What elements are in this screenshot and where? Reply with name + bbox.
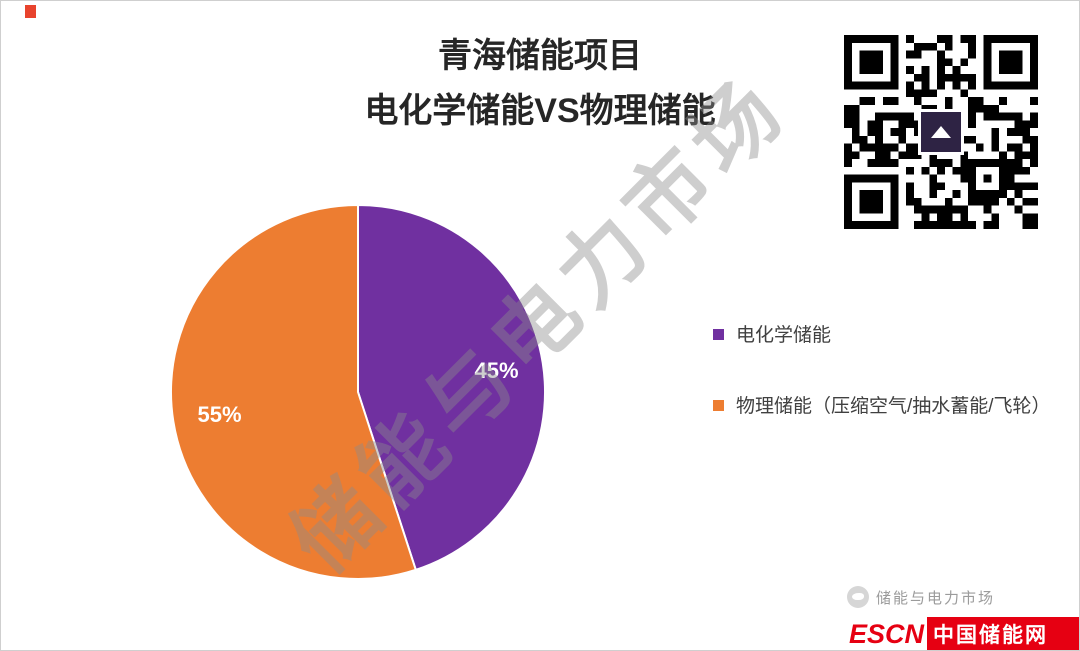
escn-logo-name: 中国储能网 <box>927 617 1079 650</box>
qr-center-logo <box>918 109 964 155</box>
pie-data-label-2: 55% <box>197 402 241 427</box>
chart-title-line1: 青海储能项目 <box>438 37 642 75</box>
legend-label-electrochemical: 电化学储能 <box>736 325 832 346</box>
escn-logo: ESCN 中国储能网 <box>846 617 1079 650</box>
legend-swatch-electrochemical <box>713 329 724 340</box>
legend-item-electrochemical: 电化学储能 <box>713 321 1065 350</box>
qr-logo-mark-icon <box>931 126 951 138</box>
chart-title: 青海储能项目 电化学储能VS物理储能 <box>1 29 1079 139</box>
wechat-qr-code <box>844 35 1038 229</box>
legend-item-physical: 物理储能（压缩空气/抽水蓄能/飞轮） <box>713 392 1065 421</box>
legend-swatch-physical <box>713 400 724 412</box>
legend-label-physical: 物理储能（压缩空气/抽水蓄能/飞轮） <box>736 396 1051 418</box>
legend: 电化学储能 物理储能（压缩空气/抽水蓄能/飞轮） <box>713 321 1065 464</box>
pie-slice-2 <box>170 203 418 580</box>
pie-data-label-1: 45% <box>474 358 518 383</box>
footer-brand-text: 储能与电力市场 <box>876 589 996 607</box>
escn-logo-prefix: ESCN <box>849 618 925 649</box>
chart-title-line2: 电化学储能VS物理储能 <box>364 92 716 131</box>
footer-brand: 储能与电力市场 <box>847 586 995 608</box>
bird-logo-icon <box>847 586 869 608</box>
pie-slice-1 <box>357 203 547 572</box>
corner-mark <box>25 5 36 18</box>
qr-pattern <box>844 35 1038 229</box>
pie-chart: 45% 55% <box>148 182 568 602</box>
